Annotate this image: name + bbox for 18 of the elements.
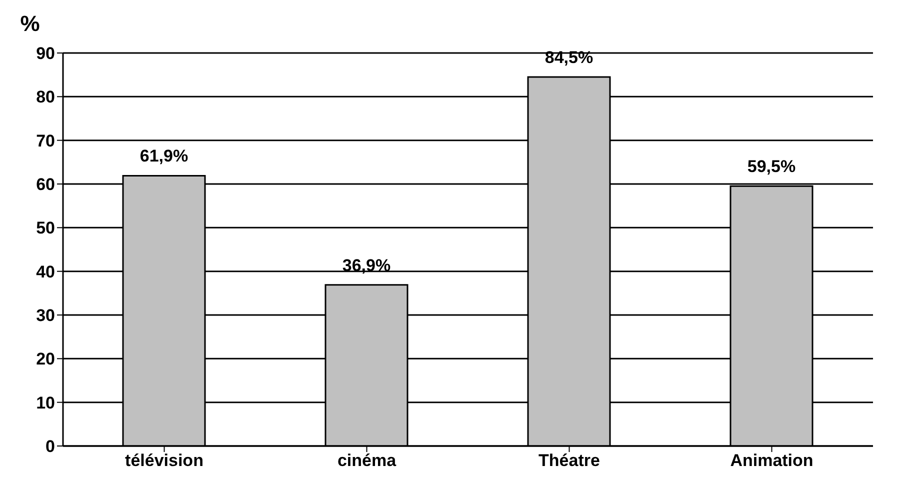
y-axis-title: % — [20, 11, 40, 36]
y-tick-label: 70 — [36, 131, 55, 150]
y-tick-label: 60 — [36, 175, 55, 194]
x-tick-label: Théatre — [538, 451, 600, 470]
y-tick-label: 30 — [36, 306, 55, 326]
y-tick-label: 20 — [36, 350, 55, 369]
y-tick-label: 50 — [36, 218, 55, 238]
data-label: 59,5% — [747, 157, 796, 176]
y-tick-label: 40 — [36, 262, 55, 282]
x-tick-label: Animation — [730, 451, 814, 470]
y-tick-label: 10 — [36, 393, 55, 412]
data-label: 36,9% — [342, 256, 391, 275]
x-tick-label: télévision — [125, 451, 204, 470]
x-tick-label: cinéma — [337, 451, 397, 470]
y-tick-label: 0 — [46, 437, 55, 456]
y-tick-label: 80 — [36, 88, 55, 107]
y-tick-label: 90 — [36, 44, 55, 64]
data-label: 61,9% — [140, 146, 188, 166]
